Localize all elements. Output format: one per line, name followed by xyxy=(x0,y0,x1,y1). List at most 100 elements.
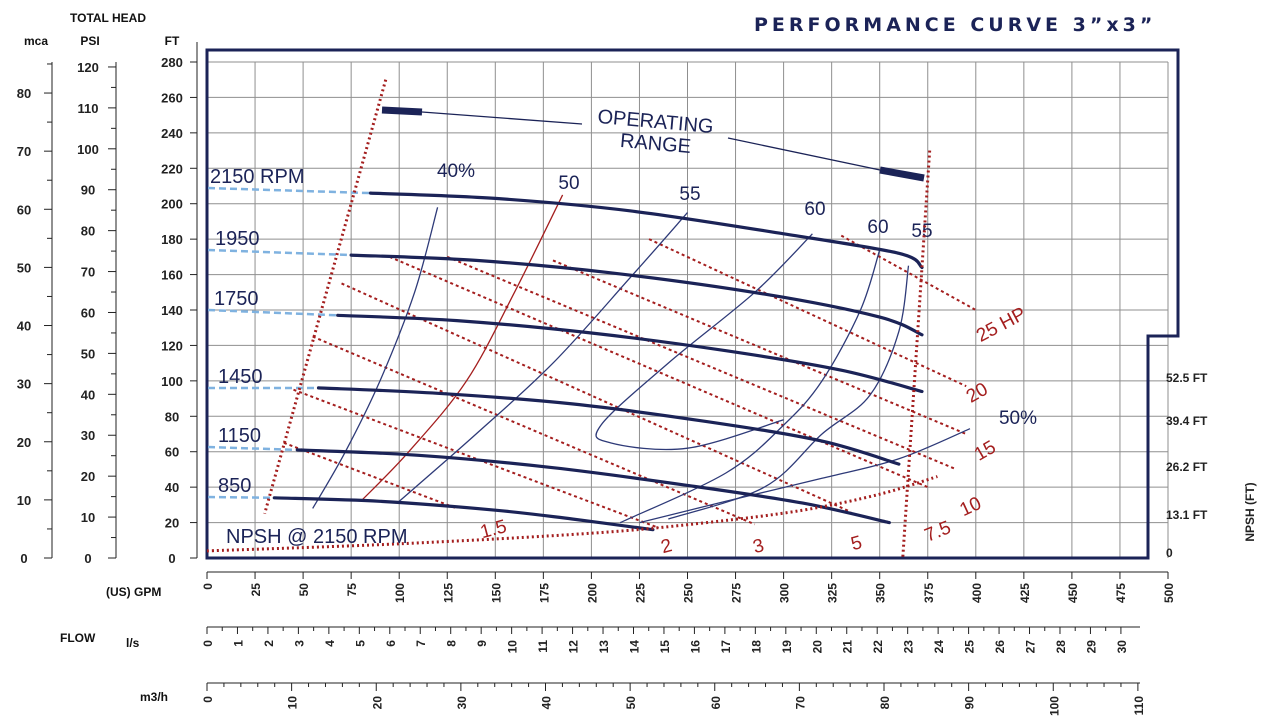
mca-tick-label: 80 xyxy=(17,86,31,101)
ft-unit-label: FT xyxy=(165,34,180,48)
psi-tick-label: 0 xyxy=(84,551,91,566)
gpm-tick-label: 250 xyxy=(682,583,696,603)
ft-tick-label: 20 xyxy=(165,516,179,531)
ls-tick-label: 0 xyxy=(201,640,215,647)
rpm-curve xyxy=(295,448,891,525)
ls-tick-label: 10 xyxy=(506,640,520,654)
efficiency-curve xyxy=(595,233,813,451)
power-line-label: 10 xyxy=(957,493,985,521)
rpm-label: 1750 xyxy=(214,288,259,310)
efficiency-label: 50% xyxy=(999,408,1037,429)
ls-tick-label: 2 xyxy=(262,640,276,647)
rpm-label: 1450 xyxy=(218,366,263,388)
npsh-tick-label: 39.4 FT xyxy=(1166,414,1208,428)
rpm-curve xyxy=(349,253,924,337)
gpm-tick-label: 25 xyxy=(249,583,263,597)
m3h-tick-label: 30 xyxy=(455,696,469,710)
gpm-tick-label: 150 xyxy=(489,583,503,603)
power-line-label: 7.5 xyxy=(922,517,954,546)
psi-tick-label: 90 xyxy=(81,183,95,198)
rpm-label: 1950 xyxy=(215,228,260,250)
rpm-curve xyxy=(336,313,924,394)
psi-tick-label: 30 xyxy=(81,428,95,443)
rpm-label: 1150 xyxy=(218,425,261,447)
ls-tick-label: 21 xyxy=(841,640,855,654)
npsh-curve-label: NPSH @ 2150 RPM xyxy=(226,526,407,548)
power-line xyxy=(293,388,660,529)
operating-range-marker-left xyxy=(381,106,423,116)
rpm-curve xyxy=(316,386,901,466)
m3h-tick-label: 10 xyxy=(286,696,300,710)
power-line xyxy=(389,255,929,489)
operating-range-right-boundary xyxy=(901,150,932,559)
psi-tick-label: 100 xyxy=(77,142,99,157)
npsh-axis-title: NPSH (FT) xyxy=(1243,482,1257,541)
m3h-tick-label: 60 xyxy=(709,696,723,710)
power-line xyxy=(283,441,458,510)
mca-tick-label: 50 xyxy=(17,260,31,275)
gpm-tick-label: 500 xyxy=(1162,583,1176,603)
ls-tick-label: 9 xyxy=(475,640,489,647)
ls-tick-label: 22 xyxy=(871,640,885,654)
gpm-tick-label: 350 xyxy=(874,583,888,603)
efficiency-label: 50 xyxy=(558,173,579,194)
gpm-tick-label: 75 xyxy=(345,583,359,597)
ls-tick-label: 15 xyxy=(658,640,672,654)
efficiency-label: 40% xyxy=(437,161,475,182)
operating-range-leader-right xyxy=(727,137,881,171)
npsh-curve xyxy=(206,475,938,553)
power-line-label: 5 xyxy=(849,532,865,555)
ls-tick-label: 8 xyxy=(445,640,459,647)
m3h-tick-label: 80 xyxy=(878,696,892,710)
ls-tick-label: 26 xyxy=(993,640,1007,654)
ls-tick-label: 28 xyxy=(1054,640,1068,654)
psi-tick-label: 120 xyxy=(77,60,99,75)
ls-tick-label: 13 xyxy=(597,640,611,654)
gpm-tick-label: 100 xyxy=(393,583,407,603)
ls-tick-label: 24 xyxy=(932,640,946,654)
ls-tick-label: 17 xyxy=(719,640,733,654)
gpm-tick-label: 475 xyxy=(1114,583,1128,603)
mca-tick-label: 20 xyxy=(17,435,31,450)
plot-frame xyxy=(205,48,1180,560)
mca-tick-label: 30 xyxy=(17,377,31,392)
ls-tick-label: 3 xyxy=(292,640,306,647)
gpm-tick-label: 425 xyxy=(1018,583,1032,603)
mca-tick-label: 40 xyxy=(17,319,31,334)
npsh-tick-label: 52.5 FT xyxy=(1166,371,1208,385)
efficiency-label: 55 xyxy=(679,184,700,205)
power-line xyxy=(648,238,967,388)
gpm-tick-label: 0 xyxy=(201,583,215,590)
ls-tick-label: 6 xyxy=(384,640,398,647)
flow-label: FLOW xyxy=(60,631,96,645)
m3h-tick-label: 110 xyxy=(1132,696,1146,716)
gpm-tick-label: 400 xyxy=(970,583,984,603)
ft-tick-label: 140 xyxy=(161,303,183,318)
gpm-tick-label: 125 xyxy=(441,583,455,603)
m3h-tick-label: 50 xyxy=(624,696,638,710)
gpm-unit-label: (US) GPM xyxy=(106,585,161,599)
ls-tick-label: 12 xyxy=(567,640,581,654)
operating-range-left-boundary xyxy=(263,79,388,515)
ft-tick-label: 180 xyxy=(161,232,183,247)
ls-tick-label: 11 xyxy=(536,640,550,653)
rpm-leader-dashed xyxy=(207,308,338,317)
psi-tick-label: 40 xyxy=(81,387,95,402)
ls-tick-label: 1 xyxy=(231,640,245,647)
m3h-tick-label: 70 xyxy=(793,696,807,710)
mca-unit-label: mca xyxy=(24,34,48,48)
ls-tick-label: 30 xyxy=(1115,640,1129,654)
ft-tick-label: 160 xyxy=(161,268,183,283)
ls-tick-label: 16 xyxy=(688,640,702,654)
npsh-tick-label: 26.2 FT xyxy=(1166,460,1208,474)
ls-tick-label: 20 xyxy=(810,640,824,654)
ft-tick-label: 240 xyxy=(161,126,183,141)
psi-tick-label: 10 xyxy=(81,510,95,525)
ft-tick-label: 200 xyxy=(161,197,183,212)
ls-tick-label: 29 xyxy=(1084,640,1098,654)
efficiency-label: 60 xyxy=(804,199,825,220)
ft-tick-label: 100 xyxy=(161,374,183,389)
power-line xyxy=(312,335,756,526)
efficiency-curve xyxy=(360,194,564,502)
gpm-tick-label: 450 xyxy=(1066,583,1080,603)
